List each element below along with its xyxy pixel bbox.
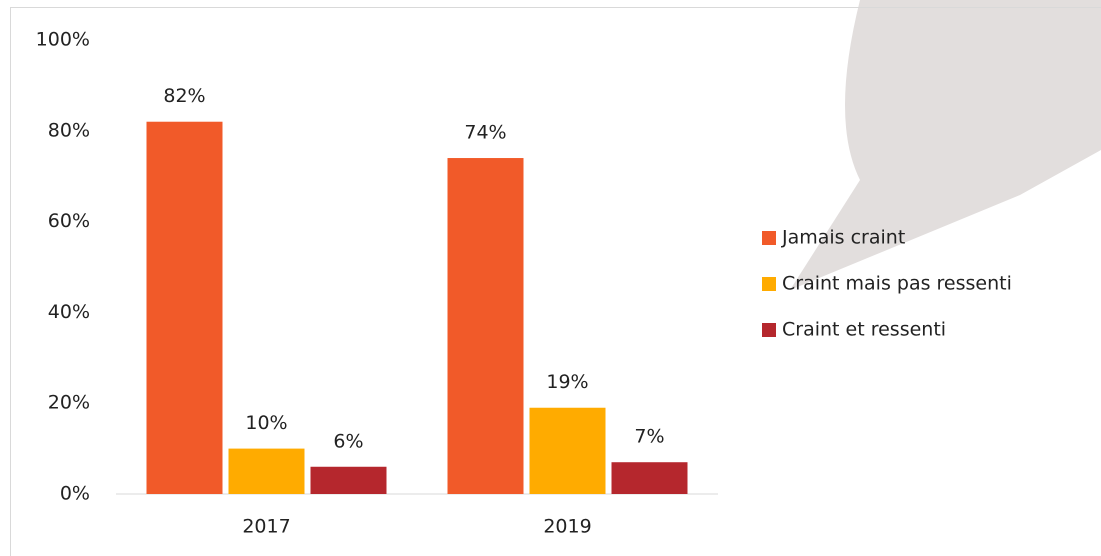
- legend-label: Craint et ressenti: [782, 319, 946, 341]
- y-tick-label: 100%: [36, 29, 90, 51]
- decorative-bubble: [790, 0, 1101, 290]
- y-tick-label: 0%: [60, 483, 90, 505]
- value-label: 7%: [634, 426, 664, 448]
- value-label: 82%: [163, 85, 205, 107]
- legend-swatch: [762, 277, 776, 291]
- y-tick-label: 20%: [48, 392, 90, 414]
- legend-label: Craint mais pas ressenti: [782, 273, 1012, 295]
- bar: [529, 407, 606, 494]
- x-tick-label: 2017: [242, 516, 290, 538]
- value-label: 6%: [333, 430, 363, 452]
- bar: [228, 448, 305, 494]
- value-label: 10%: [245, 412, 287, 434]
- legend-swatch: [762, 231, 776, 245]
- legend-swatch: [762, 323, 776, 337]
- bar: [611, 462, 688, 494]
- y-tick-label: 80%: [48, 119, 90, 141]
- chart-border: [10, 7, 1101, 556]
- legend-label: Jamais craint: [781, 227, 905, 249]
- bar: [146, 121, 223, 494]
- value-label: 19%: [546, 371, 588, 393]
- x-tick-label: 2019: [543, 516, 591, 538]
- y-tick-label: 60%: [48, 210, 90, 232]
- value-label: 74%: [464, 122, 506, 144]
- bar: [310, 466, 387, 494]
- bar: [447, 158, 524, 495]
- y-tick-label: 40%: [48, 301, 90, 323]
